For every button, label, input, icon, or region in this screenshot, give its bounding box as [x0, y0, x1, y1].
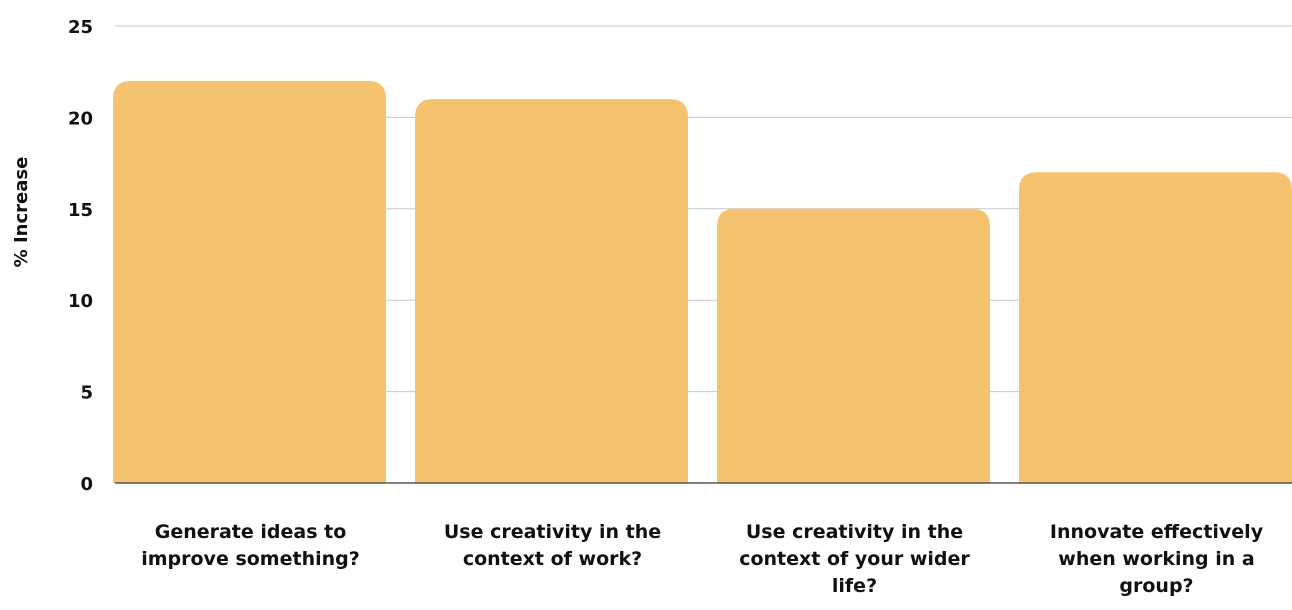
y-tick-label-10: 10	[68, 291, 93, 312]
x-category-label-1: Generate ideas to improve something?	[141, 521, 360, 570]
y-axis-title: % Increase	[11, 157, 32, 268]
x-category-label-4: Innovate effectively when working in a gro…	[1050, 521, 1264, 597]
y-tick-labels: 0 5 10 15 20 25	[68, 17, 93, 495]
bar-3	[717, 208, 990, 484]
bars	[113, 80, 1292, 484]
x-category-label-2: Use creativity in the context of work?	[444, 521, 661, 570]
x-category-labels: Generate ideas to improve something? Use c…	[141, 521, 1263, 597]
x-category-label-line: group?	[1119, 575, 1193, 597]
x-category-label-line: Generate ideas to	[155, 521, 347, 543]
y-tick-label-5: 5	[80, 383, 93, 404]
y-tick-label-0: 0	[80, 474, 93, 495]
x-category-label-line: improve something?	[141, 548, 360, 570]
x-category-label-line: Use creativity in the	[746, 521, 963, 543]
y-tick-label-15: 15	[68, 200, 93, 221]
x-category-label-line: when working in a	[1058, 548, 1254, 570]
x-category-label-line: context of work?	[463, 548, 642, 570]
x-category-label-line: life?	[832, 575, 877, 597]
bar-4	[1019, 172, 1292, 484]
x-category-label-line: Use creativity in the	[444, 521, 661, 543]
bar-1	[113, 80, 386, 483]
x-category-label-line: Innovate effectively	[1050, 521, 1264, 543]
x-category-label-3: Use creativity in the context of your wid…	[739, 521, 970, 597]
y-tick-label-20: 20	[68, 108, 93, 129]
x-category-label-line: context of your wider	[739, 548, 970, 570]
y-tick-label-25: 25	[68, 17, 93, 38]
bar-2	[415, 99, 688, 484]
